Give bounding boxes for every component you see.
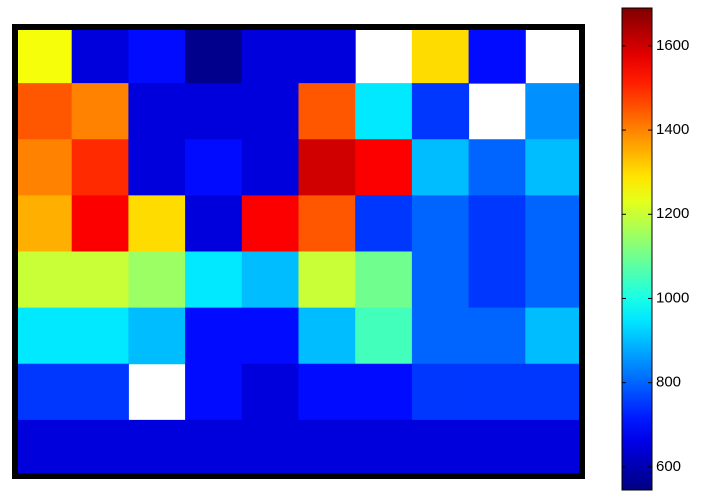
heatmap-cell [241,363,299,421]
heatmap-cell [128,419,186,477]
heatmap-cell [71,27,129,84]
heatmap-cell [128,195,186,252]
heatmap-cell [185,139,243,196]
heatmap-cell [411,27,470,84]
heatmap-cell [411,83,470,140]
heatmap-cell [355,195,413,252]
heatmap-cell [468,195,526,252]
heatmap-cell [15,27,73,84]
heatmap-cell [411,307,470,365]
heatmap-cell [298,363,356,421]
heatmap-cell [468,419,526,477]
heatmap-cell [15,195,73,252]
colorbar-tick-label: 600 [656,458,681,475]
heatmap-cell [71,139,129,196]
heatmap-cell [355,419,413,477]
heatmap-cell [411,419,470,477]
heatmap-cell [128,139,186,196]
heatmap-cell [15,363,73,421]
heatmap-cell [71,195,129,252]
heatmap-cell [241,139,299,196]
heatmap-cell [71,83,129,140]
heatmap [15,27,583,477]
heatmap-cell [411,251,470,309]
heatmap-cell [298,307,356,365]
frame [12,24,585,479]
heatmap-cell [15,139,73,196]
heatmap-cell [298,139,356,196]
heatmap-cell [355,139,413,196]
heatmap-cell [468,251,526,309]
colorbar-tick-label: 1000 [656,289,689,306]
heatmap-cell [355,307,413,365]
heatmap-cell [128,83,186,140]
heatmap-cell [525,419,583,477]
heatmap-cell [298,419,356,477]
heatmap-cell [468,139,526,196]
heatmap-cell [298,83,356,140]
heatmap-cell [185,195,243,252]
heatmap-cell [411,195,470,252]
heatmap-cell [241,195,299,252]
heatmap-cell [525,363,583,421]
heatmap-cell [241,83,299,140]
heatmap-cell [241,307,299,365]
heatmap-cell [355,363,413,421]
heatmap-cell [128,27,186,84]
heatmap-cell [411,363,470,421]
heatmap-cell [15,419,73,477]
heatmap-cell [468,307,526,365]
heatmap-cell [355,251,413,309]
heatmap-cell [298,195,356,252]
heatmap-cell [355,83,413,140]
heatmap-cell [468,363,526,421]
heatmap-cell [411,139,470,196]
heatmap-cell [241,27,299,84]
heatmap-cell [468,27,526,84]
colorbar-tick-label: 1600 [656,37,689,54]
heatmap-cell [185,363,243,421]
heatmap-cell [298,251,356,309]
heatmap-cell [241,419,299,477]
heatmap-cell [525,195,583,252]
heatmap-cell [128,307,186,365]
heatmap-cell [71,363,129,421]
heatmap-cell [15,83,73,140]
heatmap-cell [185,307,243,365]
heatmap-cell [71,307,129,365]
heatmap-cell [15,251,73,309]
heatmap-cell [525,307,583,365]
heatmap-cell [185,83,243,140]
heatmap-cell [298,27,356,84]
heatmap-cell [525,251,583,309]
heatmap-cell [71,419,129,477]
heatmap-cell [71,251,129,309]
heatmap-cell [128,251,186,309]
heatmap-cell [525,139,583,196]
heatmap-cell [185,27,243,84]
heatmap-cell [185,251,243,309]
colorbar-tick-label: 1400 [656,121,689,138]
colorbar-tick-label: 1200 [656,205,689,222]
colorbar [621,7,653,491]
colorbar-tick-label: 800 [656,374,681,391]
heatmap-cell [241,251,299,309]
heatmap-cell [185,419,243,477]
heatmap-cell [15,307,73,365]
heatmap-cell [525,83,583,140]
